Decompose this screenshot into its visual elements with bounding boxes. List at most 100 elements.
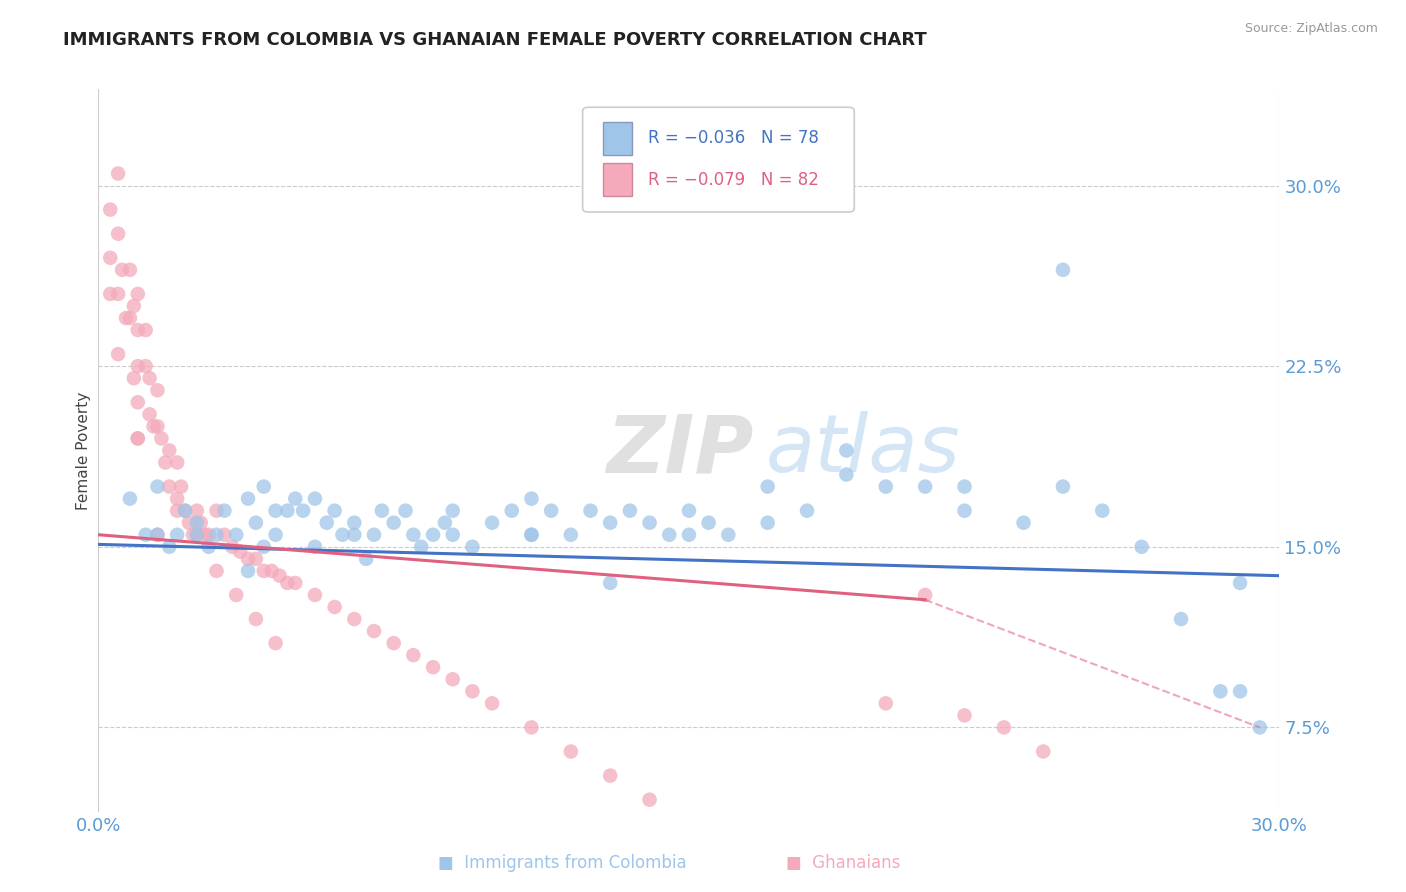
Point (599, 769, 621, 783)
Point (678, 528, 700, 542)
Point (118, 262, 141, 277)
Point (135, 528, 157, 542)
Point (1249, 721, 1271, 735)
Point (304, 491, 326, 506)
Point (197, 540, 219, 554)
Y-axis label: Female Poverty: Female Poverty (76, 392, 91, 509)
Point (579, 503, 602, 517)
Point (142, 419, 165, 434)
Point (835, 467, 858, 482)
Point (520, 528, 543, 542)
Point (229, 544, 252, 558)
Point (1130, 540, 1153, 554)
Point (166, 528, 188, 542)
Point (166, 491, 188, 506)
Point (236, 564, 259, 578)
Point (363, 528, 385, 542)
Point (284, 491, 307, 506)
Point (394, 503, 416, 517)
Point (520, 721, 543, 735)
Point (127, 323, 149, 337)
Point (166, 455, 188, 469)
Point (135, 323, 157, 337)
Point (264, 636, 287, 650)
Text: ■  Ghanaians: ■ Ghanaians (786, 855, 901, 872)
Point (1229, 576, 1251, 591)
Point (717, 840, 740, 855)
Text: R = −0.036   N = 78: R = −0.036 N = 78 (648, 129, 818, 147)
Point (146, 419, 169, 434)
Point (138, 371, 160, 385)
Point (422, 660, 444, 674)
FancyBboxPatch shape (603, 122, 633, 154)
Point (186, 528, 208, 542)
Point (253, 480, 276, 494)
Point (98, 287, 121, 301)
Point (205, 564, 228, 578)
Point (107, 287, 129, 301)
Point (166, 503, 188, 517)
Point (157, 480, 180, 494)
Point (433, 516, 456, 530)
Point (225, 528, 247, 542)
Point (1052, 262, 1074, 277)
Point (599, 576, 621, 591)
Point (953, 708, 976, 723)
Point (461, 540, 484, 554)
Point (501, 503, 523, 517)
Point (205, 528, 228, 542)
Point (127, 359, 149, 374)
Point (245, 516, 267, 530)
Point (155, 455, 177, 469)
Text: IMMIGRANTS FROM COLOMBIA VS GHANAIAN FEMALE POVERTY CORRELATION CHART: IMMIGRANTS FROM COLOMBIA VS GHANAIAN FEM… (63, 31, 927, 49)
Point (98, 251, 121, 265)
Point (107, 227, 129, 241)
Point (127, 395, 149, 409)
Point (1052, 480, 1074, 494)
Point (98, 202, 121, 217)
Text: atlas: atlas (766, 411, 960, 490)
Point (157, 443, 180, 458)
Point (276, 503, 298, 517)
Point (993, 721, 1015, 735)
Point (717, 528, 740, 542)
Point (756, 480, 779, 494)
Point (520, 528, 543, 542)
Point (875, 480, 897, 494)
Point (441, 503, 464, 517)
Point (953, 503, 976, 517)
Point (796, 503, 818, 517)
Point (186, 528, 208, 542)
Point (1170, 612, 1192, 626)
Point (343, 612, 366, 626)
Point (127, 287, 149, 301)
Point (138, 407, 160, 422)
Point (276, 576, 298, 591)
Point (481, 516, 503, 530)
Point (122, 371, 145, 385)
Point (146, 480, 169, 494)
Point (658, 528, 681, 542)
Point (697, 516, 720, 530)
Point (1032, 744, 1054, 758)
Point (260, 564, 283, 578)
Point (914, 588, 936, 602)
Point (111, 262, 134, 277)
Point (170, 480, 193, 494)
Point (236, 491, 259, 506)
Point (323, 600, 346, 615)
Point (177, 516, 200, 530)
Point (269, 568, 291, 582)
Point (323, 503, 346, 517)
Point (135, 359, 157, 374)
Point (756, 865, 779, 880)
Point (245, 551, 267, 566)
Point (411, 540, 433, 554)
Point (197, 528, 219, 542)
Point (756, 516, 779, 530)
Point (835, 443, 858, 458)
Point (292, 503, 315, 517)
Point (253, 540, 276, 554)
Point (638, 793, 661, 807)
Point (363, 624, 385, 639)
